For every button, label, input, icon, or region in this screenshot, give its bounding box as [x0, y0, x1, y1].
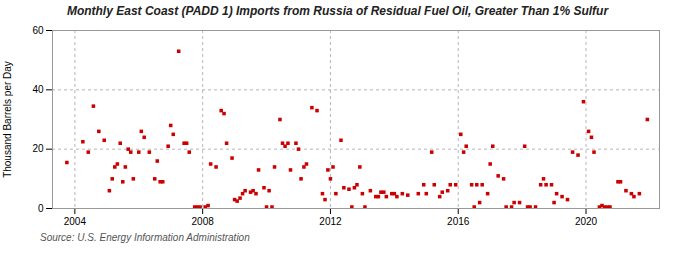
- svg-text:40: 40: [32, 84, 44, 95]
- svg-text:Thousand Barrels per Day: Thousand Barrels per Day: [2, 61, 13, 178]
- html-text:Source: U.S. Energy Informatio: Source: U.S. Energy Information Administ…: [40, 232, 250, 243]
- svg-text:2012: 2012: [319, 216, 342, 227]
- svg-text:20: 20: [32, 143, 44, 154]
- svg-text:2004: 2004: [64, 216, 87, 227]
- svg-text:0: 0: [38, 203, 44, 214]
- svg-text:2020: 2020: [575, 216, 598, 227]
- svg-text:2008: 2008: [192, 216, 215, 227]
- html-text:Monthly East Coast (PADD 1) Im: Monthly East Coast (PADD 1) Imports from…: [66, 4, 609, 18]
- svg-text:60: 60: [32, 25, 44, 36]
- svg-text:2016: 2016: [447, 216, 470, 227]
